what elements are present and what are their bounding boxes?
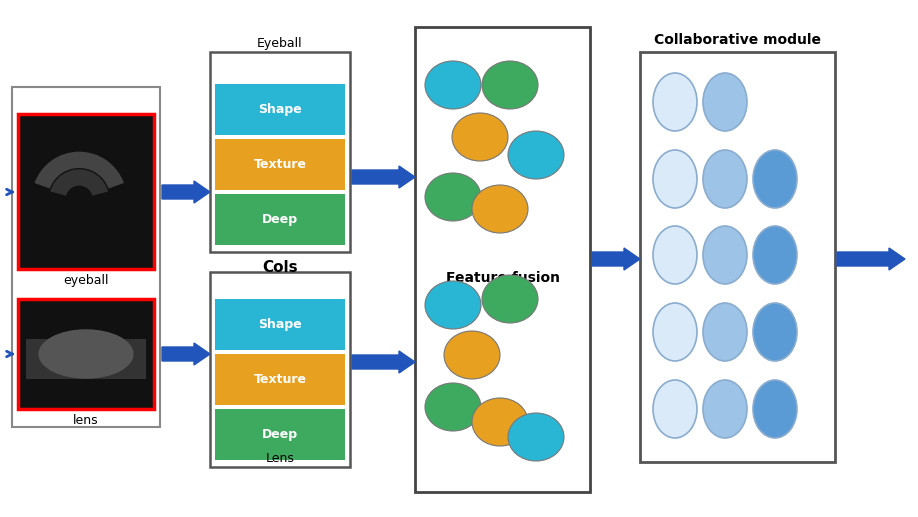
Ellipse shape [425, 281, 481, 329]
Ellipse shape [703, 226, 747, 284]
Text: Shape: Shape [258, 318, 302, 331]
FancyArrow shape [162, 181, 210, 203]
Ellipse shape [653, 150, 697, 208]
Text: lens: lens [73, 414, 99, 427]
Ellipse shape [653, 226, 697, 284]
Text: Eyeball: Eyeball [257, 37, 303, 50]
Wedge shape [50, 170, 108, 196]
FancyBboxPatch shape [210, 52, 350, 252]
FancyBboxPatch shape [415, 27, 590, 492]
Ellipse shape [472, 185, 528, 233]
FancyBboxPatch shape [18, 299, 154, 409]
Text: Feature fusion: Feature fusion [445, 271, 559, 285]
FancyBboxPatch shape [210, 272, 350, 467]
FancyBboxPatch shape [215, 84, 345, 135]
Text: Deep: Deep [262, 213, 298, 226]
Ellipse shape [703, 73, 747, 131]
FancyBboxPatch shape [215, 299, 345, 350]
Text: Lens: Lens [265, 452, 295, 465]
Ellipse shape [653, 380, 697, 438]
FancyBboxPatch shape [215, 139, 345, 190]
Ellipse shape [753, 226, 797, 284]
Ellipse shape [482, 61, 538, 109]
Ellipse shape [452, 113, 508, 161]
Ellipse shape [653, 303, 697, 361]
Ellipse shape [508, 413, 564, 461]
Ellipse shape [703, 303, 747, 361]
Ellipse shape [508, 131, 564, 179]
Ellipse shape [753, 150, 797, 208]
Text: Deep: Deep [262, 428, 298, 441]
Ellipse shape [703, 150, 747, 208]
FancyBboxPatch shape [640, 52, 835, 462]
Ellipse shape [753, 380, 797, 438]
FancyArrow shape [352, 351, 415, 373]
Ellipse shape [482, 275, 538, 323]
Text: Texture: Texture [253, 373, 307, 386]
Ellipse shape [39, 329, 134, 379]
FancyBboxPatch shape [12, 87, 160, 427]
Ellipse shape [425, 61, 481, 109]
Ellipse shape [425, 383, 481, 431]
Ellipse shape [425, 173, 481, 221]
Text: Collaborative module: Collaborative module [654, 33, 821, 47]
Ellipse shape [444, 331, 500, 379]
Wedge shape [35, 151, 124, 189]
Ellipse shape [472, 398, 528, 446]
FancyBboxPatch shape [215, 354, 345, 405]
Ellipse shape [753, 303, 797, 361]
FancyBboxPatch shape [215, 194, 345, 245]
Ellipse shape [653, 73, 697, 131]
Text: eyeball: eyeball [63, 274, 108, 287]
FancyBboxPatch shape [215, 409, 345, 460]
FancyArrow shape [352, 166, 415, 188]
FancyArrow shape [837, 248, 905, 270]
FancyBboxPatch shape [26, 339, 146, 379]
Text: Cols: Cols [263, 260, 297, 275]
FancyArrow shape [592, 248, 640, 270]
FancyBboxPatch shape [18, 114, 154, 269]
Ellipse shape [703, 380, 747, 438]
Text: Shape: Shape [258, 103, 302, 116]
Text: Texture: Texture [253, 158, 307, 171]
FancyArrow shape [162, 343, 210, 365]
